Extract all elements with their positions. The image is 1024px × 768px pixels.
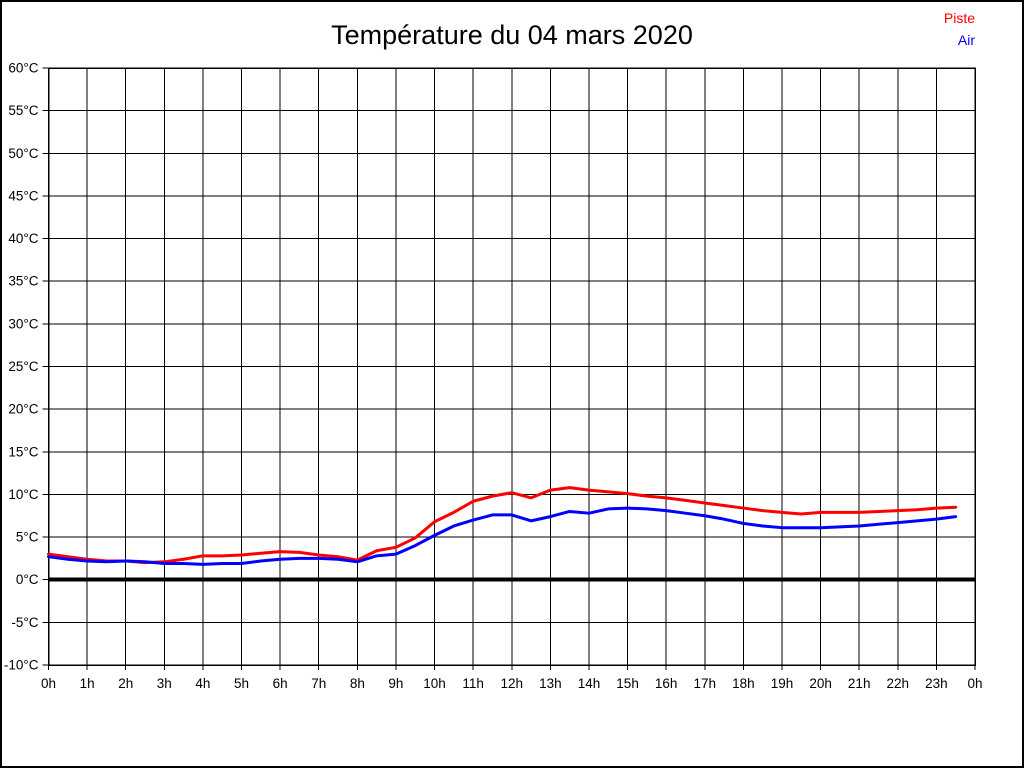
y-tick-label: 0°C — [16, 572, 39, 587]
x-tick-label: 5h — [234, 676, 249, 691]
y-tick-label: 10°C — [8, 487, 38, 502]
x-tick-label: 1h — [80, 676, 95, 691]
y-tick-label: 45°C — [8, 188, 38, 203]
plot-frame — [47, 67, 976, 666]
x-tick-label: 16h — [655, 676, 678, 691]
x-tick-label: 10h — [423, 676, 446, 691]
x-tick-label: 21h — [848, 676, 871, 691]
x-tick-label: 18h — [732, 676, 755, 691]
y-tick-label: 40°C — [8, 231, 38, 246]
x-tick-label: 2h — [118, 676, 133, 691]
x-tick-label: 8h — [350, 676, 365, 691]
x-tick-label: 13h — [539, 676, 562, 691]
y-tick-label: 15°C — [8, 444, 38, 459]
x-tick-label: 6h — [273, 676, 288, 691]
y-tick-label: 35°C — [8, 274, 38, 289]
x-tick-label: 14h — [578, 676, 601, 691]
y-tick-label: 50°C — [8, 146, 38, 161]
y-tick-label: 20°C — [8, 402, 38, 417]
y-tick-label: 60°C — [8, 61, 38, 76]
y-tick-label: -5°C — [11, 615, 38, 630]
y-tick-label: 55°C — [8, 103, 38, 118]
legend-air-label: Air — [957, 32, 975, 48]
x-tick-label: 22h — [887, 676, 910, 691]
x-tick-label: 11h — [462, 676, 484, 691]
x-tick-label: 15h — [616, 676, 639, 691]
x-tick-label: 12h — [500, 676, 523, 691]
x-tick-label: 23h — [925, 676, 948, 691]
legend-piste-label: Piste — [943, 10, 975, 26]
x-tick-label: 17h — [694, 676, 717, 691]
y-tick-label: 25°C — [8, 359, 38, 374]
piste-line — [47, 486, 958, 565]
y-tick-label: 30°C — [8, 316, 38, 331]
x-tick-label: 4h — [195, 676, 210, 691]
x-tick-label: 0h — [41, 676, 56, 691]
x-tick-label: 20h — [809, 676, 832, 691]
chart-title: Température du 04 mars 2020 — [331, 20, 693, 50]
x-tick-label: 19h — [771, 676, 794, 691]
x-tick-label: 9h — [388, 676, 403, 691]
y-tick-label: 5°C — [16, 530, 39, 545]
legend: Piste Air — [944, 7, 975, 51]
x-tick-label: 0h — [967, 676, 982, 691]
y-tick-label: -10°C — [4, 658, 39, 673]
x-tick-label: 7h — [311, 676, 326, 691]
x-tick-label: 3h — [157, 676, 172, 691]
air-line — [47, 506, 958, 566]
